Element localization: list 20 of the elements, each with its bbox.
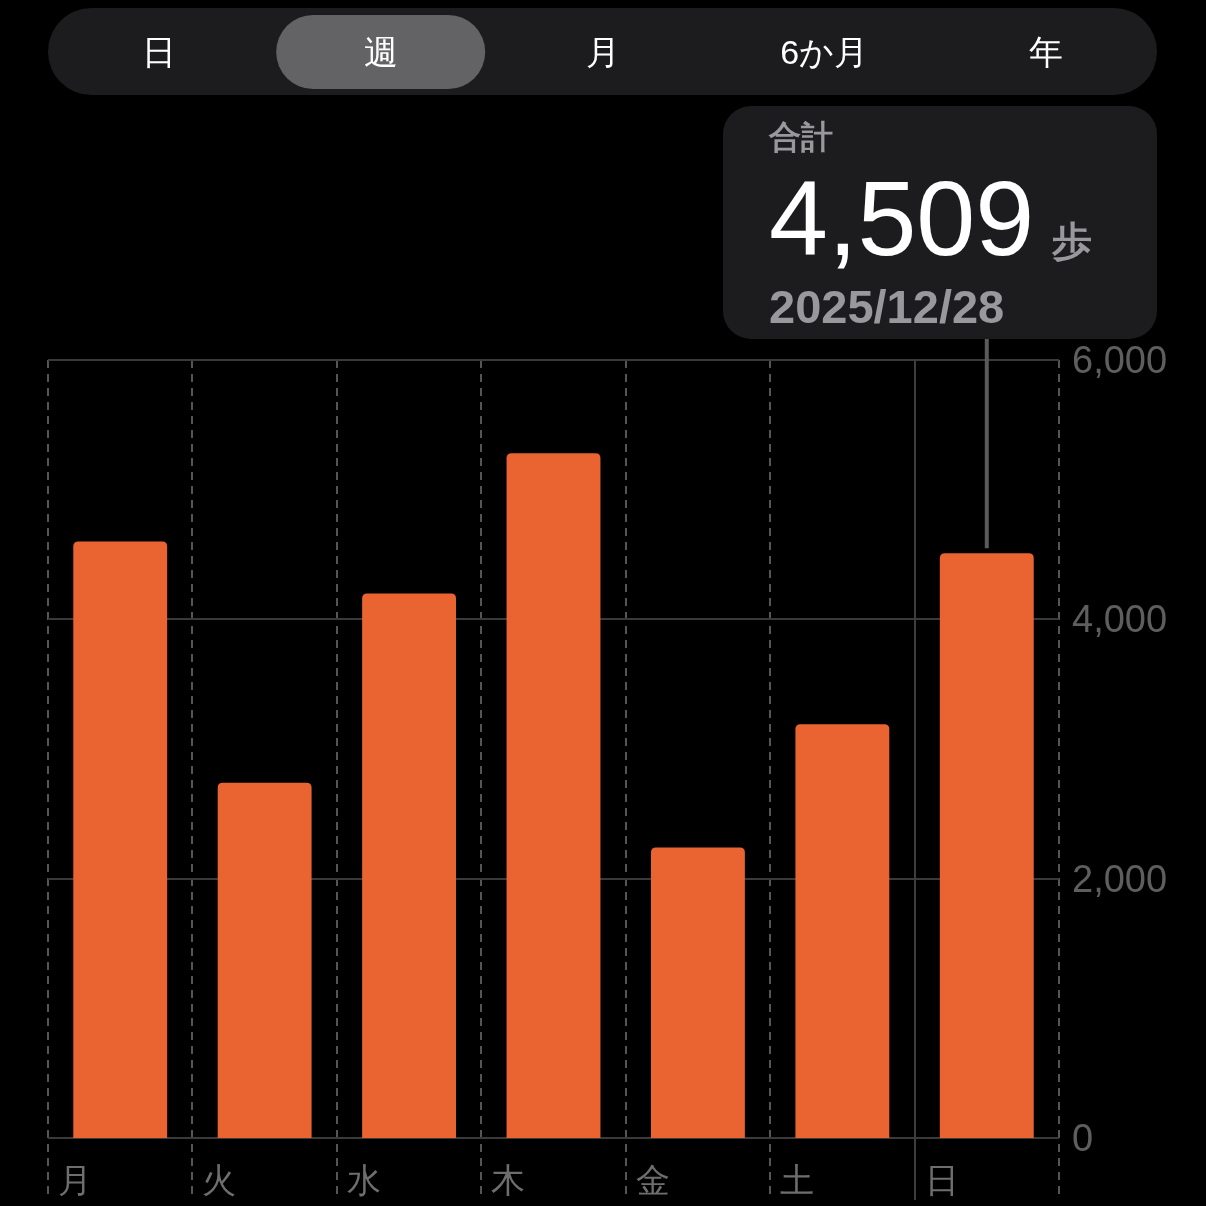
unit-label: 歩	[1052, 219, 1093, 263]
x-tick-label: 木	[491, 1161, 526, 1199]
annotation: 4,509	[769, 159, 1035, 277]
x-tick-label: 火	[202, 1161, 237, 1199]
tab-label: 6か月	[780, 33, 869, 71]
date-label: 2025/12/28	[769, 280, 1005, 333]
tooltip-heading: 合計	[769, 119, 833, 155]
tab-label: 年	[1029, 33, 1064, 71]
x-tick-label: 土	[780, 1161, 815, 1199]
y-tick-label: 6,000	[1072, 339, 1168, 381]
tab-label: 日	[141, 33, 176, 71]
tab-label: 月	[585, 33, 620, 71]
tab-label: 週	[363, 33, 398, 71]
x-tick-label: 月	[58, 1161, 92, 1199]
x-tick-label: 水	[346, 1161, 381, 1199]
x-tick-label: 日	[924, 1161, 959, 1199]
x-tick-label: 金	[635, 1161, 670, 1199]
y-tick-label: 4,000	[1072, 598, 1168, 641]
y-tick-label: 2,000	[1072, 857, 1168, 900]
y-tick-label: 0	[1072, 1117, 1094, 1159]
